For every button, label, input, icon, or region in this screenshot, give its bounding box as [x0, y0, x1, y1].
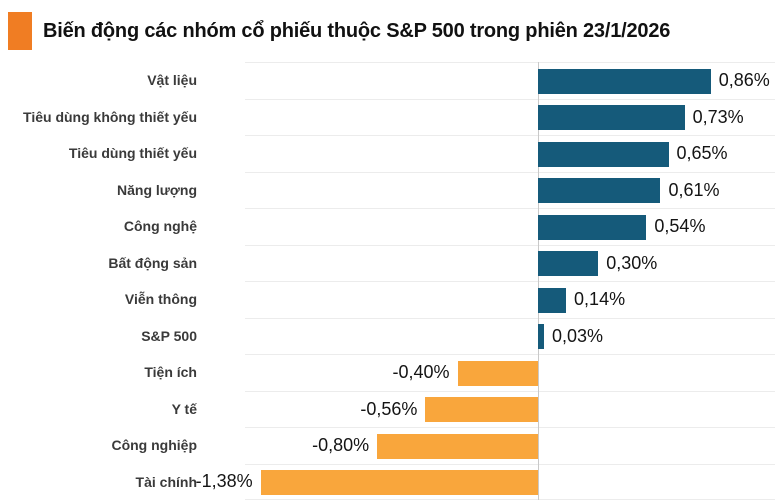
bar: [260, 470, 538, 495]
chart-row: Viễn thông 0,14%: [0, 281, 775, 318]
value-label: 0,61%: [668, 179, 720, 200]
chart-rows: Vật liệu 0,86% Tiêu dùng không thiết yếu…: [0, 62, 775, 500]
chart-row: Bất động sản 0,30%: [0, 244, 775, 282]
bar: [377, 433, 538, 459]
bar: [537, 68, 711, 94]
value-label: 0,14%: [574, 289, 626, 310]
value-label: 0,86%: [718, 70, 770, 91]
row-plot-area: 0,86%: [245, 62, 775, 99]
category-label: Năng lượng: [117, 181, 197, 198]
header: Biến động các nhóm cổ phiếu thuộc S&P 50…: [0, 0, 775, 62]
row-plot-area: -0,40%: [245, 354, 775, 391]
category-label: S&P 500: [141, 327, 197, 344]
chart-row: Tiêu dùng thiết yếu 0,65%: [0, 135, 775, 172]
value-label: 0,73%: [692, 106, 744, 127]
category-label: Bất động sản: [108, 254, 197, 271]
category-label: Tiêu dùng thiết yếu: [68, 145, 197, 162]
chart-row: Vật liệu 0,86%: [0, 62, 775, 99]
category-label: Y tế: [171, 400, 197, 417]
row-plot-area: 0,14%: [245, 281, 775, 318]
bar: [537, 141, 669, 167]
row-plot-area: -0,56%: [245, 390, 775, 428]
value-label: -0,56%: [360, 398, 418, 419]
category-label: Tiện ích: [144, 364, 197, 381]
chart-title: Biến động các nhóm cổ phiếu thuộc S&P 50…: [43, 19, 671, 42]
bar: [537, 214, 647, 240]
value-label: -1,38%: [195, 471, 253, 492]
row-plot-area: -0,80%: [245, 427, 775, 464]
row-plot-area: -1,38%: [196, 463, 775, 500]
bar-chart: Vật liệu 0,86% Tiêu dùng không thiết yếu…: [0, 62, 775, 500]
row-plot-area: 0,73%: [245, 98, 775, 136]
category-label: Tài chính: [135, 473, 197, 490]
bar: [457, 360, 538, 386]
chart-row: Y tế -0,56%: [0, 390, 775, 428]
category-label: Vật liệu: [147, 72, 197, 89]
title-accent-square: [8, 12, 32, 50]
row-plot-area: 0,03%: [245, 317, 775, 355]
value-label: 0,30%: [606, 252, 658, 273]
value-label: 0,54%: [654, 216, 706, 237]
zero-axis-line: [538, 62, 539, 500]
bar: [537, 105, 685, 130]
row-plot-area: 0,30%: [245, 244, 775, 282]
row-plot-area: 0,65%: [245, 135, 775, 172]
value-label: -0,40%: [392, 362, 450, 383]
chart-row: S&P 500 0,03%: [0, 317, 775, 355]
bar: [537, 251, 599, 276]
category-label: Tiêu dùng không thiết yếu: [23, 108, 197, 125]
row-plot-area: 0,61%: [245, 171, 775, 209]
chart-row: Tiện ích -0,40%: [0, 354, 775, 391]
category-label: Công nghiệp: [111, 437, 197, 454]
category-label: Viễn thông: [124, 291, 197, 308]
value-label: 0,03%: [551, 325, 603, 346]
bar: [537, 287, 567, 313]
bar: [537, 178, 661, 203]
chart-row: Tài chính -1,38%: [0, 463, 775, 500]
bar: [425, 397, 538, 422]
value-label: -0,80%: [312, 435, 370, 456]
row-plot-area: 0,54%: [245, 208, 775, 245]
value-label: 0,65%: [676, 143, 728, 164]
chart-row: Năng lượng 0,61%: [0, 171, 775, 209]
chart-row: Tiêu dùng không thiết yếu 0,73%: [0, 98, 775, 136]
chart-row: Công nghiệp -0,80%: [0, 427, 775, 464]
category-label: Công nghệ: [123, 218, 197, 235]
chart-row: Công nghệ 0,54%: [0, 208, 775, 245]
bar: [537, 324, 544, 349]
